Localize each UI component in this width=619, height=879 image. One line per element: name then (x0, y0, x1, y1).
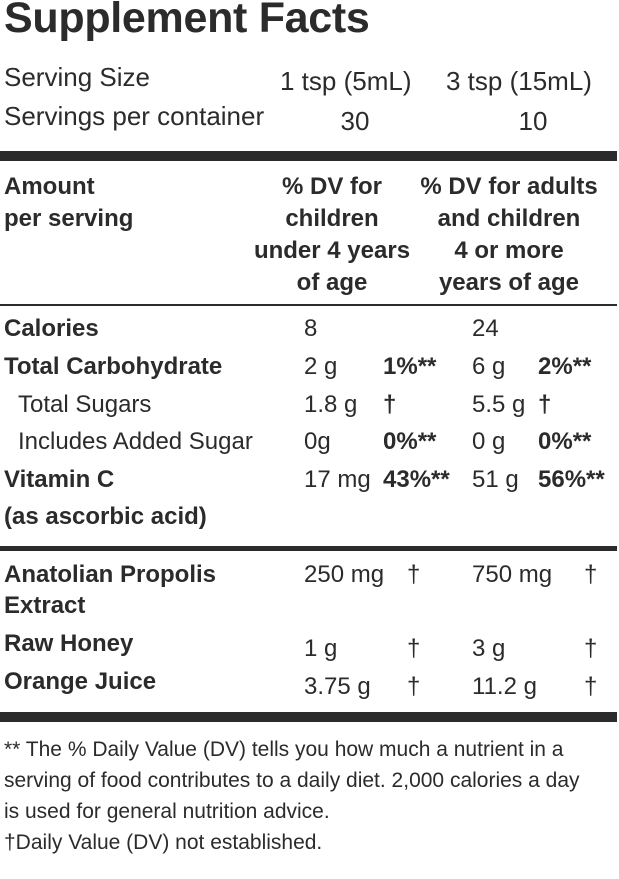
thick-divider-top (0, 151, 617, 161)
row-label-propolis: Anatolian Propolis (4, 561, 217, 588)
row-honey-children-amount: 1 g (304, 635, 338, 662)
row-added-sugar-children-amount: 0g (304, 428, 331, 455)
footnote: ** The % Daily Value (DV) tells you how … (4, 734, 580, 858)
dv-children-header-line-3: under 4 years (253, 237, 411, 264)
thick-divider-bottom (0, 712, 617, 722)
amount-header-line-1: Amount (4, 173, 95, 200)
row-oj-adults-amount: 11.2 g (472, 673, 537, 700)
row-carb-adults-amount: 6 g (472, 353, 506, 380)
row-label-total-sugars: Total Sugars (18, 391, 152, 418)
dv-children-header-line-4: of age (296, 269, 368, 296)
row-label-vitamin-c-form: (as ascorbic acid) (4, 503, 207, 530)
row-carb-children-amount: 2 g (304, 353, 338, 380)
row-added-sugar-adults-amount: 0 g (472, 428, 506, 455)
row-sugars-children-amount: 1.8 g (304, 391, 358, 418)
dv-children-header: % DV for children under 4 years of age (232, 171, 432, 299)
servings-per-container-children: 30 (340, 106, 370, 136)
row-propolis-adults-dv: † (584, 561, 598, 588)
row-oj-children-dv: † (407, 673, 421, 700)
row-label-total-carbohydrate: Total Carbohydrate (4, 353, 223, 380)
footnote-line-4: †Daily Value (DV) not established. (4, 831, 323, 854)
row-sugars-adults-amount: 5.5 g (472, 391, 526, 418)
row-label-raw-honey: Raw Honey (4, 630, 134, 657)
row-vitc-adults-dv: 56%** (538, 466, 605, 493)
row-honey-adults-amount: 3 g (472, 635, 506, 662)
amount-header-line-2: per serving (4, 205, 134, 232)
row-label-propolis-extract: Extract (4, 592, 86, 619)
row-vitc-adults-amount: 51 g (472, 466, 519, 493)
row-label-orange-juice: Orange Juice (4, 668, 157, 695)
dv-adults-header-line-3: 4 or more (454, 237, 564, 264)
row-propolis-children-dv: † (407, 561, 421, 588)
footnote-line-1: ** The % Daily Value (DV) tells you how … (4, 738, 564, 761)
footnote-line-3: is used for general nutrition advice. (4, 800, 330, 823)
dv-adults-header-line-4: years of age (438, 269, 580, 296)
medium-divider (0, 546, 617, 551)
dv-children-header-line-2: children (285, 205, 379, 232)
row-propolis-children-amount: 250 mg (304, 561, 385, 588)
servings-per-container-label: Servings per container (4, 101, 265, 131)
dv-adults-header-line-2: and children (437, 205, 581, 232)
serving-size-label: Serving Size (4, 62, 150, 92)
row-calories-adults-amount: 24 (472, 315, 499, 342)
row-sugars-children-dv: † (383, 391, 397, 418)
row-added-sugar-children-dv: 0%** (383, 428, 437, 455)
amount-per-serving-header: Amount per serving (4, 171, 133, 235)
dv-adults-header-line-1: % DV for adults (420, 173, 598, 200)
row-propolis-adults-amount: 750 mg (472, 561, 553, 588)
row-honey-adults-dv: † (584, 635, 598, 662)
row-sugars-adults-dv: † (538, 391, 552, 418)
row-vitc-children-amount: 17 mg (304, 466, 371, 493)
servings-per-container-adults: 10 (518, 106, 548, 136)
row-oj-adults-dv: † (584, 673, 598, 700)
row-oj-children-amount: 3.75 g (304, 673, 371, 700)
row-carb-children-dv: 1%** (383, 353, 437, 380)
row-calories-children-amount: 8 (304, 315, 318, 342)
row-label-calories: Calories (4, 315, 99, 342)
footnote-line-2: serving of food contributes to a daily d… (4, 769, 580, 792)
panel-title: Supplement Facts (4, 0, 370, 42)
dv-adults-header: % DV for adults and children 4 or more y… (404, 171, 614, 299)
row-label-added-sugar: Includes Added Sugar (18, 428, 253, 455)
serving-size-adults: 3 tsp (15mL) (446, 66, 592, 96)
row-added-sugar-adults-dv: 0%** (538, 428, 592, 455)
row-vitc-children-dv: 43%** (383, 466, 450, 493)
row-carb-adults-dv: 2%** (538, 353, 592, 380)
row-honey-children-dv: † (407, 635, 421, 662)
thin-divider-header (0, 304, 617, 306)
dv-children-header-line-1: % DV for (281, 173, 382, 200)
row-label-vitamin-c: Vitamin C (4, 466, 115, 493)
serving-size-children: 1 tsp (5mL) (280, 66, 412, 96)
